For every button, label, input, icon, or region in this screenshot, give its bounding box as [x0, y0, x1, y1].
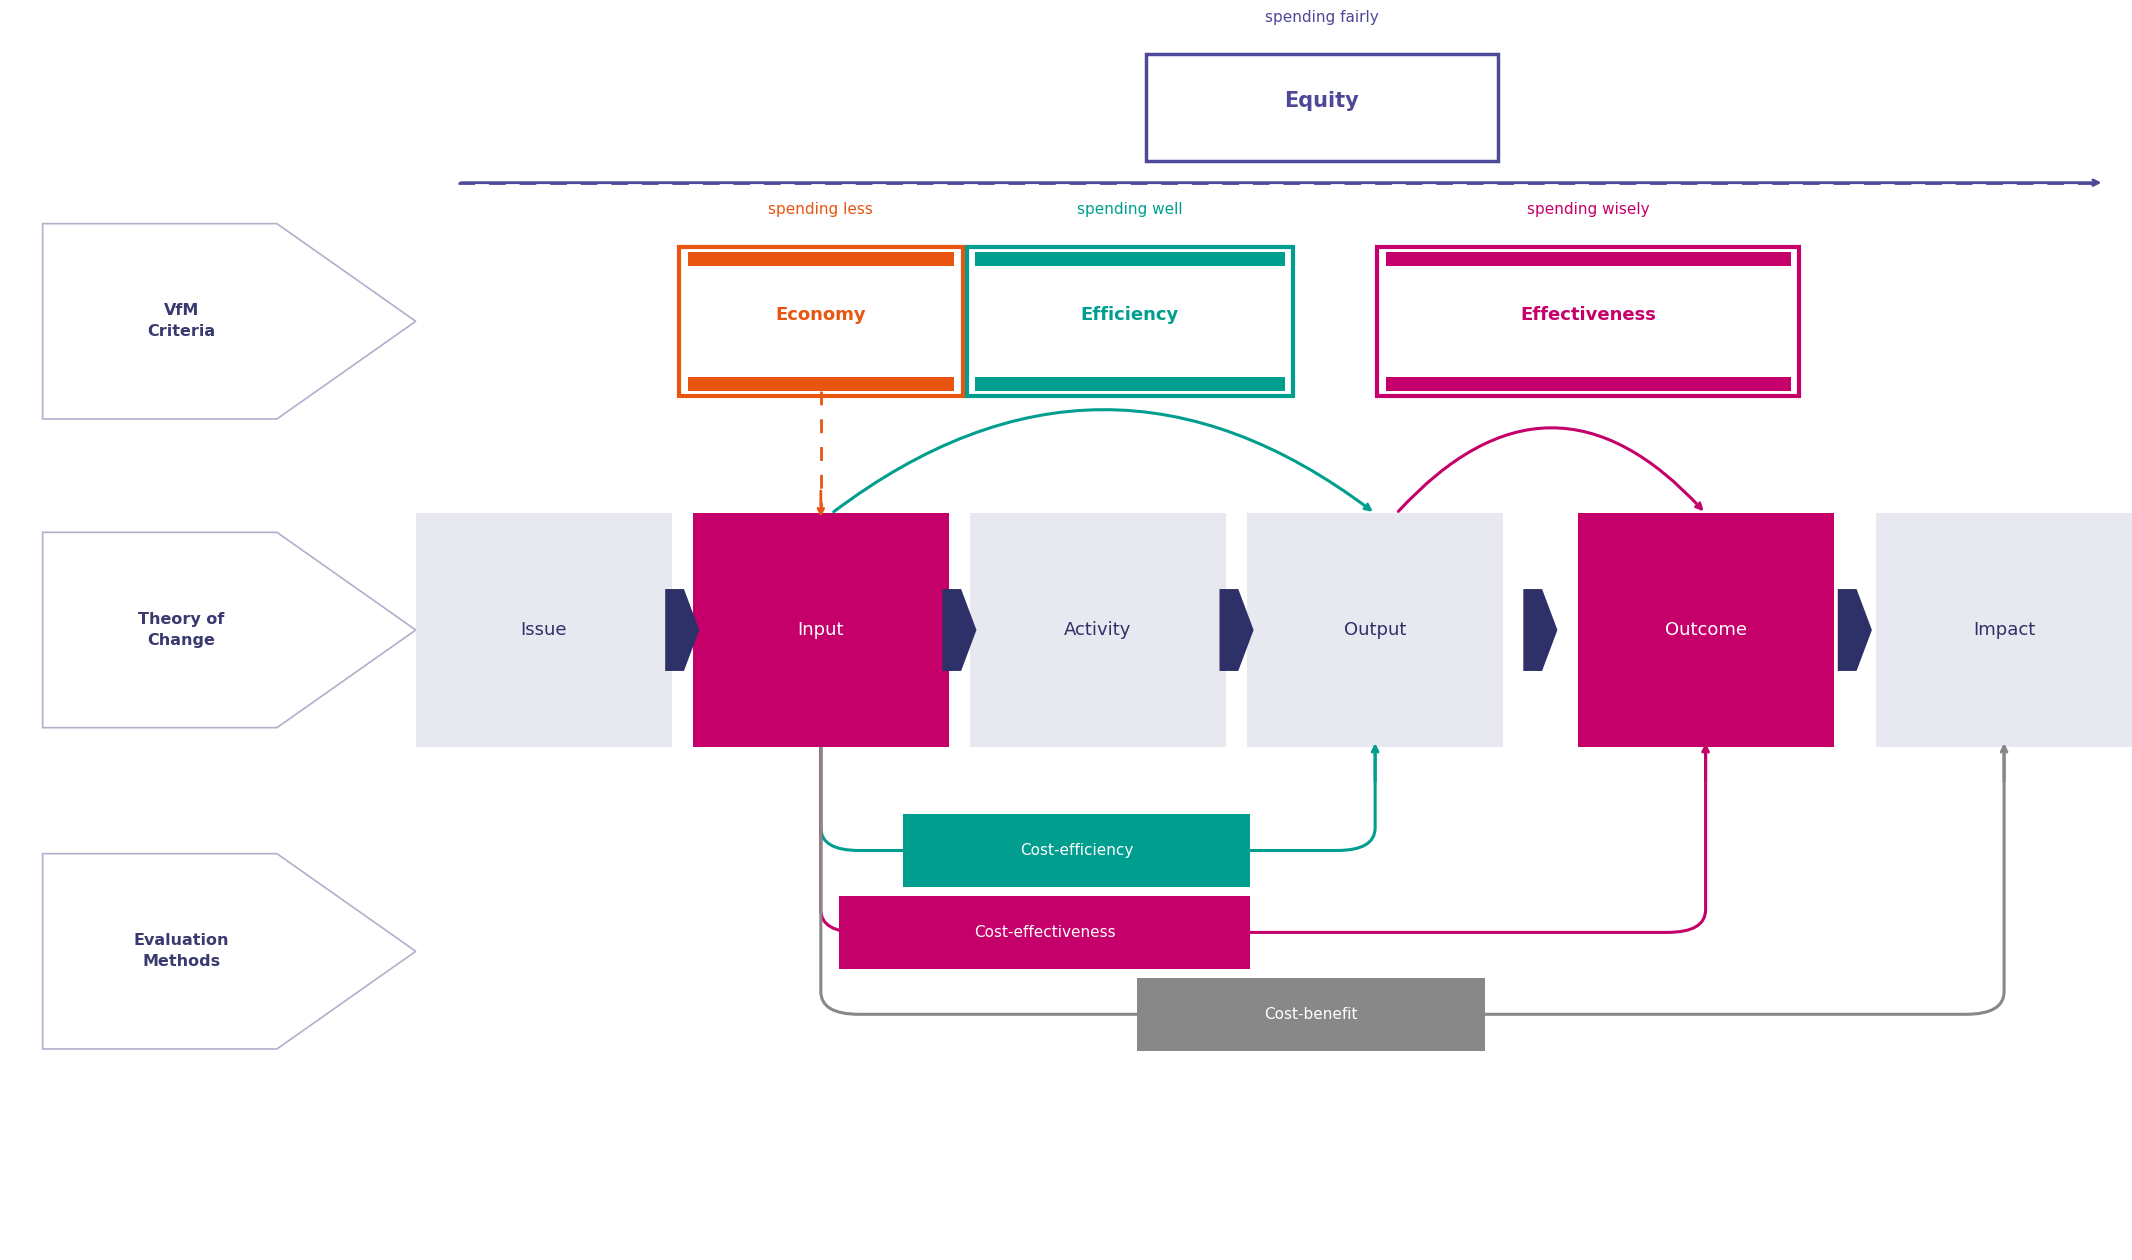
FancyBboxPatch shape — [1147, 53, 1497, 160]
Text: Efficiency: Efficiency — [1081, 306, 1179, 324]
FancyBboxPatch shape — [1876, 514, 2132, 746]
Text: Impact: Impact — [1972, 621, 2036, 639]
FancyBboxPatch shape — [1578, 514, 1834, 746]
FancyBboxPatch shape — [968, 247, 1292, 396]
Polygon shape — [665, 590, 699, 670]
Polygon shape — [43, 532, 416, 727]
FancyBboxPatch shape — [1386, 377, 1791, 391]
Text: spending fairly: spending fairly — [1264, 10, 1379, 24]
FancyBboxPatch shape — [687, 252, 955, 266]
FancyBboxPatch shape — [416, 514, 672, 746]
FancyBboxPatch shape — [976, 377, 1283, 391]
Text: Cost-benefit: Cost-benefit — [1264, 1007, 1358, 1022]
Text: Output: Output — [1343, 621, 1407, 639]
Text: spending well: spending well — [1077, 202, 1183, 217]
Text: Effectiveness: Effectiveness — [1520, 306, 1657, 324]
Text: Outcome: Outcome — [1665, 621, 1746, 639]
FancyBboxPatch shape — [970, 514, 1226, 746]
Text: spending wisely: spending wisely — [1527, 202, 1650, 217]
Text: spending less: spending less — [768, 202, 874, 217]
FancyBboxPatch shape — [678, 247, 964, 396]
Text: Input: Input — [797, 621, 844, 639]
FancyBboxPatch shape — [1377, 247, 1799, 396]
Text: Cost-effectiveness: Cost-effectiveness — [974, 925, 1115, 940]
FancyBboxPatch shape — [976, 252, 1283, 266]
FancyBboxPatch shape — [687, 377, 955, 391]
FancyBboxPatch shape — [693, 514, 949, 746]
Polygon shape — [942, 590, 976, 670]
FancyBboxPatch shape — [1138, 978, 1484, 1051]
FancyBboxPatch shape — [1247, 514, 1503, 746]
Text: Evaluation
Methods: Evaluation Methods — [134, 934, 228, 969]
Text: Cost-efficiency: Cost-efficiency — [1019, 843, 1134, 858]
Text: Issue: Issue — [520, 621, 567, 639]
Text: Equity: Equity — [1283, 91, 1360, 111]
Polygon shape — [1838, 590, 1872, 670]
Polygon shape — [43, 224, 416, 418]
FancyBboxPatch shape — [838, 896, 1249, 969]
Polygon shape — [43, 854, 416, 1048]
FancyBboxPatch shape — [904, 814, 1249, 887]
Polygon shape — [1522, 590, 1556, 670]
FancyBboxPatch shape — [1386, 252, 1791, 266]
Text: Activity: Activity — [1064, 621, 1132, 639]
Text: Theory of
Change: Theory of Change — [139, 612, 224, 648]
Text: Economy: Economy — [776, 306, 866, 324]
Polygon shape — [1220, 590, 1254, 670]
Text: VfM
Criteria: VfM Criteria — [147, 304, 215, 339]
